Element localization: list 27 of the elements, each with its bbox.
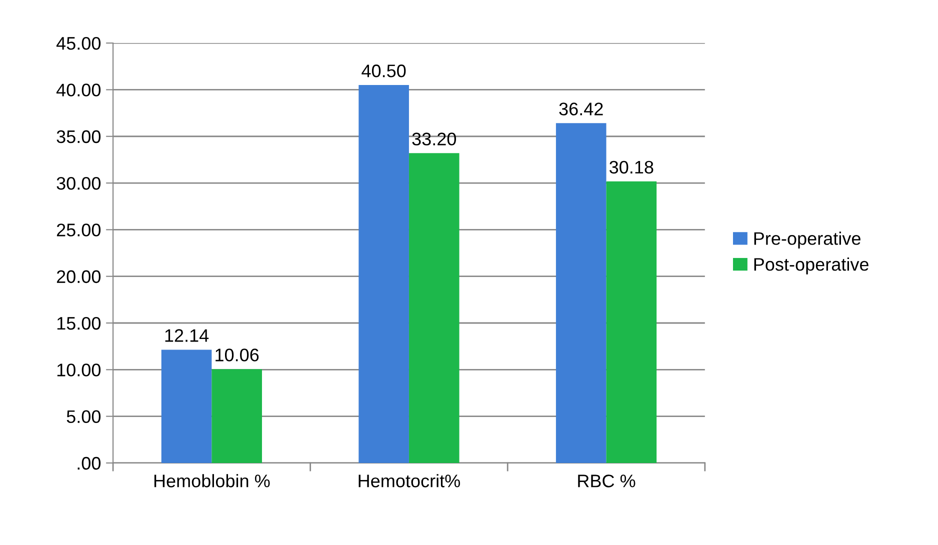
data-label: 40.50 bbox=[362, 64, 406, 78]
data-label: 12.14 bbox=[165, 329, 209, 342]
bar bbox=[606, 181, 657, 463]
data-label: 30.18 bbox=[610, 160, 654, 174]
y-tick-label: 30.00 bbox=[56, 176, 101, 190]
y-tick-label: 35.00 bbox=[56, 130, 101, 144]
bar bbox=[212, 369, 262, 463]
y-tick-label: 5.00 bbox=[66, 410, 101, 424]
y-tick-label: .00 bbox=[78, 456, 101, 470]
y-tick-label: 25.00 bbox=[56, 224, 101, 236]
y-tick-label: 20.00 bbox=[56, 270, 101, 284]
x-tick-label: RBC % bbox=[578, 474, 636, 488]
y-tick-label: 45.00 bbox=[56, 36, 101, 50]
legend-label: Post-operative bbox=[754, 258, 868, 274]
y-tick-label: 10.00 bbox=[57, 364, 101, 376]
y-tick-label: 40.00 bbox=[56, 84, 101, 96]
legend-label: Pre-operative bbox=[754, 232, 860, 248]
bar bbox=[161, 350, 212, 463]
data-label: 10.06 bbox=[216, 348, 259, 362]
bar bbox=[358, 85, 409, 463]
bar bbox=[556, 123, 606, 463]
data-label: 36.42 bbox=[559, 102, 603, 116]
y-tick-label: 15.00 bbox=[57, 316, 101, 330]
data-label: 33.20 bbox=[412, 132, 456, 146]
x-tick-label: Hemoblobin % bbox=[154, 474, 270, 488]
x-tick-label: Hemotocrit% bbox=[358, 474, 460, 488]
bar bbox=[408, 153, 460, 463]
